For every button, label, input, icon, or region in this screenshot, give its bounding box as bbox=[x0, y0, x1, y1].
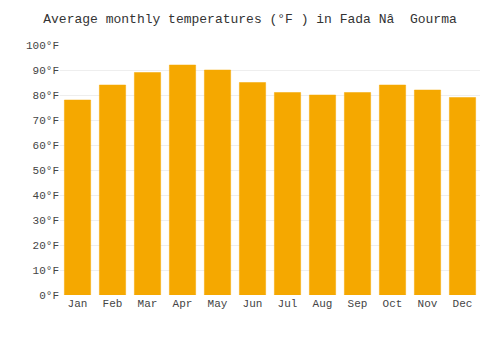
svg-text:Mar: Mar bbox=[138, 298, 158, 310]
svg-text:Jul: Jul bbox=[278, 298, 298, 310]
svg-text:Sep: Sep bbox=[348, 298, 368, 310]
svg-text:Jan: Jan bbox=[68, 298, 88, 310]
svg-text:40°F: 40°F bbox=[33, 190, 59, 202]
svg-text:Jun: Jun bbox=[243, 298, 263, 310]
svg-text:70°F: 70°F bbox=[33, 115, 59, 127]
svg-text:Feb: Feb bbox=[103, 298, 123, 310]
svg-text:60°F: 60°F bbox=[33, 140, 59, 152]
svg-text:Oct: Oct bbox=[383, 298, 403, 310]
svg-text:80°F: 80°F bbox=[33, 90, 59, 102]
svg-text:Nov: Nov bbox=[418, 298, 438, 310]
svg-text:90°F: 90°F bbox=[33, 65, 59, 77]
svg-text:Apr: Apr bbox=[173, 298, 193, 310]
svg-text:20°F: 20°F bbox=[33, 240, 59, 252]
svg-text:0°F: 0°F bbox=[39, 290, 59, 302]
svg-text:May: May bbox=[208, 298, 228, 310]
svg-text:Average monthly temperatures (: Average monthly temperatures (°F ) in Fa… bbox=[43, 12, 457, 27]
svg-text:100°F: 100°F bbox=[26, 40, 59, 52]
svg-text:Dec: Dec bbox=[453, 298, 473, 310]
svg-text:30°F: 30°F bbox=[33, 215, 59, 227]
svg-text:10°F: 10°F bbox=[33, 265, 59, 277]
svg-text:Aug: Aug bbox=[313, 298, 333, 310]
svg-text:50°F: 50°F bbox=[33, 165, 59, 177]
